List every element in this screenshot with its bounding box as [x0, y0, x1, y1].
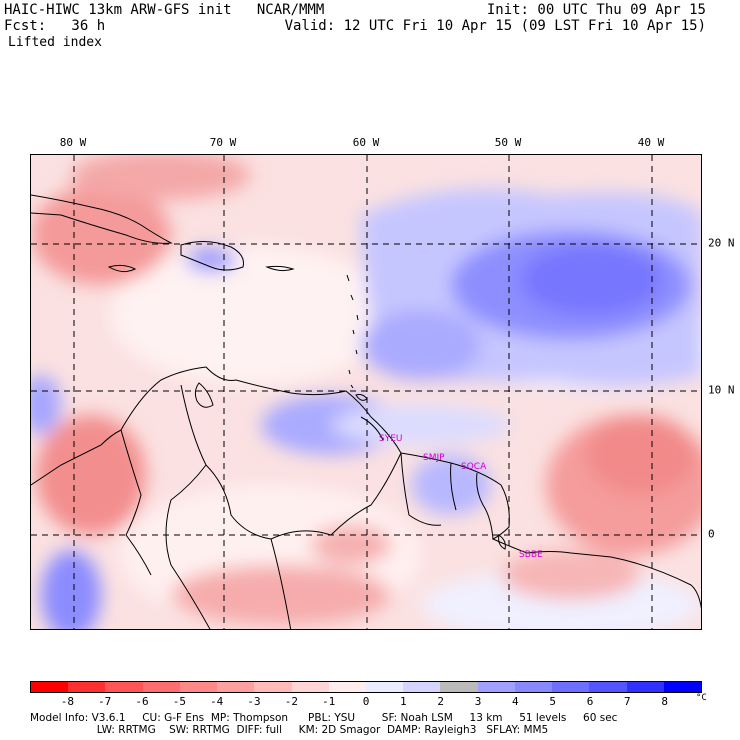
station-label-soca: SOCA	[461, 462, 487, 472]
colorbar-segment	[365, 682, 404, 692]
colorbar-tick-label: -3	[247, 695, 261, 708]
colorbar-segment	[626, 682, 664, 692]
colorbar-tick-label: 7	[624, 695, 631, 708]
colorbar-segment	[403, 682, 441, 692]
colorbar-tick-label: 5	[549, 695, 556, 708]
colorbar-segment	[663, 682, 701, 692]
colorbar-tick-label: 4	[512, 695, 519, 708]
colorbar-tick-label: -2	[284, 695, 298, 708]
colorbar-tick-label: -6	[135, 695, 149, 708]
colorbar-segment	[142, 682, 180, 692]
colorbar-tick-label: 1	[400, 695, 407, 708]
colorbar-tick-label: -7	[98, 695, 112, 708]
lifted-index-map: SYEU SMJP SOCA SBBE	[31, 155, 701, 629]
station-label-sbbe: SBBE	[519, 550, 543, 560]
station-label-smjp: SMJP	[423, 453, 445, 463]
colorbar-tick-label: 2	[437, 695, 444, 708]
lon-label-40w: 40 W	[637, 136, 665, 149]
colorbar-tick-label: 0	[362, 695, 370, 708]
colorbar-tick-label: -5	[172, 695, 186, 708]
colorbar-tick-label: 6	[586, 695, 594, 708]
init-time: Init: 00 UTC Thu 09 Apr 15	[486, 2, 706, 18]
lat-label-0: 0	[708, 527, 715, 541]
colorbar-tick-label: 8	[661, 695, 668, 708]
model-info-line1: Model Info: V3.6.1 CU: G-F Ens MP: Thomp…	[30, 712, 618, 724]
colorbar-tick-label: -8	[60, 695, 74, 708]
model-title: HAIC-HIWC 13km ARW-GFS init NCAR/MMM	[4, 2, 325, 18]
station-label-syeu: SYEU	[379, 434, 402, 444]
lifted-index-field	[31, 155, 701, 629]
colorbar-segment	[254, 682, 292, 692]
colorbar-segment	[328, 682, 366, 692]
colorbar-segment	[68, 682, 106, 692]
colorbar-tick-label: 3	[474, 695, 482, 708]
lat-lon-grid	[31, 155, 701, 629]
colorbar-segment	[514, 682, 553, 692]
colorbar-segment	[179, 682, 218, 692]
colorbar-segment	[589, 682, 627, 692]
colorbar-segment	[105, 682, 143, 692]
lon-label-80w: 80 W	[59, 136, 87, 149]
lat-label-10n: 10 N	[708, 383, 735, 397]
colorbar-unit: °C	[696, 693, 707, 703]
colorbar-segment	[477, 682, 515, 692]
coastlines	[31, 194, 701, 629]
forecast-hour: Fcst: 36 h	[4, 18, 106, 34]
model-info-line2: LW: RRTMG SW: RRTMG DIFF: full KM: 2D Sm…	[30, 724, 549, 736]
colorbar-labels: -8 -7 -6 -5 -4 -3 -2 -1 0 1 2 3 4 5 6 7 8	[30, 695, 702, 708]
colorbar-tick-label: -1	[322, 695, 336, 708]
colorbar-segment	[291, 682, 329, 692]
colorbar-tick-label: -4	[210, 695, 224, 708]
map-panel: SYEU SMJP SOCA SBBE	[30, 154, 702, 630]
colorbar-segment	[552, 682, 590, 692]
colorbar-segment	[31, 682, 69, 692]
colorbar-segment	[440, 682, 478, 692]
lon-label-60w: 60 W	[352, 136, 380, 149]
lon-label-70w: 70 W	[209, 136, 237, 149]
valid-time: Valid: 12 UTC Fri 10 Apr 15 (09 LST Fri …	[284, 18, 706, 34]
lon-label-50w: 50 W	[494, 136, 522, 149]
colorbar-segment	[217, 682, 255, 692]
lat-label-20n: 20 N	[708, 236, 735, 250]
colorbar	[30, 681, 702, 693]
field-name: Lifted index	[8, 35, 102, 50]
